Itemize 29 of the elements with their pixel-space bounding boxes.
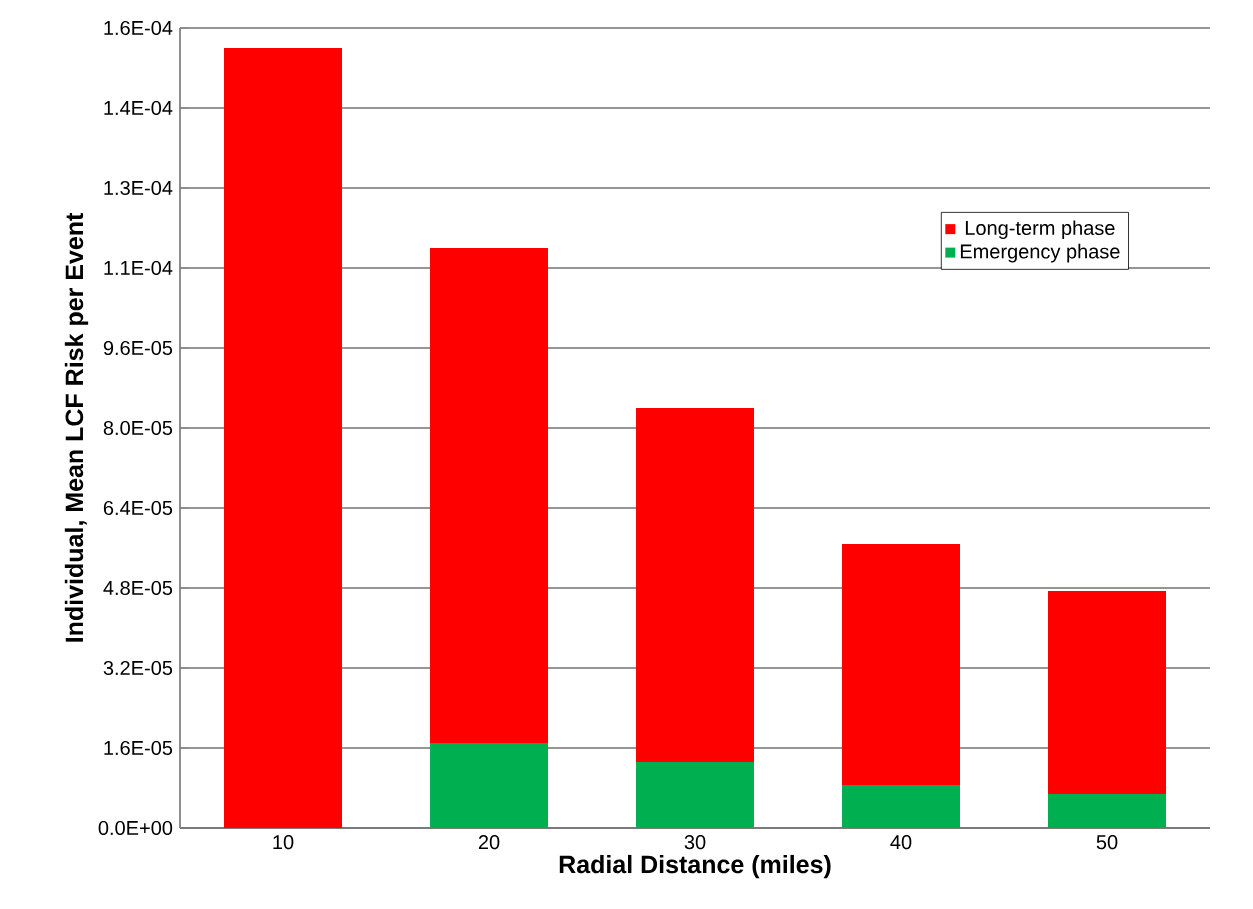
bar	[842, 784, 960, 828]
y-tick-label: 6.4E-05	[103, 500, 173, 516]
x-tick-label: 50	[1096, 835, 1118, 850]
bar	[430, 742, 549, 828]
y-tick-label: 1.3E-04	[104, 180, 173, 196]
y-tick-label: 3.2E-05	[103, 660, 173, 676]
x-tick-label: 10	[273, 835, 294, 850]
bar	[430, 247, 549, 743]
bar	[1048, 793, 1167, 828]
legend-label: Emergency phase	[960, 243, 1120, 263]
bar	[1048, 590, 1167, 794]
bar	[224, 47, 343, 828]
bar	[636, 761, 754, 828]
bar	[842, 543, 960, 785]
y-tick-label: 1.6E-04	[104, 20, 173, 36]
x-tick-label: 30	[684, 835, 706, 850]
y-tick-label: 1.6E-05	[104, 740, 173, 756]
y-tick-label: 1.4E-04	[104, 100, 173, 116]
y-tick-label: 1.1E-04	[104, 260, 173, 276]
y-tick-label: 9.6E-05	[103, 340, 173, 356]
x-tick-label: 20	[478, 835, 500, 850]
x-axis-title: Radial Distance (miles)	[559, 854, 831, 879]
bar	[636, 407, 754, 762]
y-tick-label: 0.0E+00	[98, 820, 173, 836]
y-axis-title: Individual, Mean LCF Risk per Event	[64, 212, 89, 642]
legend-label: Long-term phase	[965, 220, 1115, 240]
y-tick-label: 8.0E-05	[103, 420, 173, 436]
x-tick-label: 40	[890, 835, 912, 850]
y-tick-label: 4.8E-05	[103, 580, 173, 596]
